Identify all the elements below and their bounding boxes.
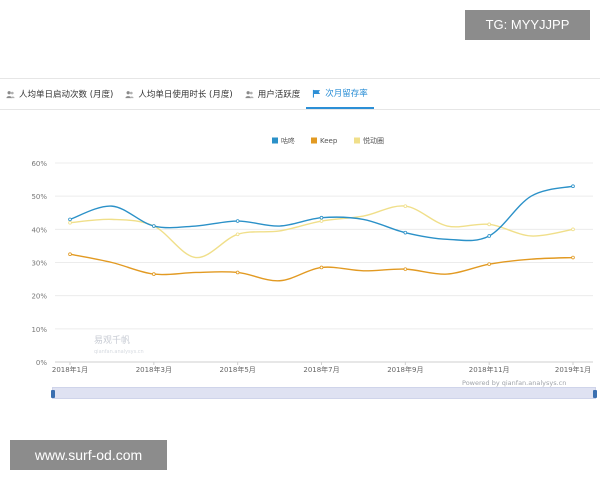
url-watermark-badge: www.surf-od.com — [10, 440, 167, 470]
series-line-0 — [69, 185, 574, 242]
y-tick-label: 40% — [31, 226, 47, 234]
y-tick-label: 0% — [36, 359, 47, 367]
data-point — [571, 255, 575, 260]
legend-swatch — [311, 137, 317, 144]
legend-label: 悦动圈 — [363, 136, 384, 145]
data-point — [487, 222, 491, 227]
zoom-slider[interactable] — [51, 387, 597, 399]
data-point — [403, 267, 408, 271]
data-point — [152, 272, 156, 276]
qianfan-watermark: 易观千帆 qianfan.analysys.cn — [94, 336, 144, 358]
data-point — [403, 230, 408, 235]
y-tick-label: 20% — [31, 293, 47, 301]
data-point — [68, 252, 72, 257]
watermark-title: 易观千帆 — [94, 336, 131, 346]
tab-label: 人均单日使用时长 (月度) — [138, 90, 233, 100]
series-line-2 — [69, 205, 574, 259]
data-point — [487, 234, 491, 238]
data-point — [403, 204, 408, 208]
metric-tabs: 人均单日启动次数 (月度) 人均单日使用时长 (月度) 用户活跃度 次月留存率 — [0, 78, 600, 110]
x-tick-label: 2018年9月 — [387, 365, 423, 374]
x-tick-label: 2018年7月 — [303, 365, 339, 374]
data-point — [571, 184, 575, 189]
data-point — [235, 219, 240, 223]
data-point — [235, 270, 240, 275]
tab-label: 人均单日启动次数 (月度) — [19, 90, 114, 100]
retention-line-chart: 0% 10% 20% 30% 40% 50% 60% 2018年1月 2018年3月 2018年5… — [31, 136, 593, 374]
data-point — [319, 219, 324, 223]
data-point — [319, 265, 324, 270]
watermark-sub: qianfan.analysys.cn — [94, 349, 144, 355]
legend-item-0: 咕咚 — [272, 136, 295, 145]
y-tick-label: 50% — [31, 193, 47, 201]
zoom-handle-start[interactable] — [51, 390, 55, 398]
legend-item-1: Keep — [311, 137, 338, 145]
tab-daily-launches[interactable]: 人均单日启动次数 (月度) — [0, 79, 119, 109]
x-tick-label: 2019年1月 — [555, 365, 591, 374]
data-point — [487, 262, 491, 266]
data-point — [235, 232, 240, 237]
x-tick-label: 2018年5月 — [220, 365, 256, 374]
users-icon — [245, 90, 254, 98]
tg-watermark-badge: TG: MYYJJPP — [465, 10, 590, 40]
data-point — [152, 224, 156, 228]
tab-label: 用户活跃度 — [257, 90, 301, 100]
powered-by-label: Powered by qianfan.analysys.cn — [462, 379, 567, 387]
tab-next-month-retention[interactable]: 次月留存率 — [306, 79, 374, 109]
legend-label: Keep — [320, 137, 338, 145]
tab-daily-duration[interactable]: 人均单日使用时长 (月度) — [119, 79, 238, 109]
legend-swatch — [272, 137, 278, 144]
y-tick-label: 30% — [31, 260, 47, 268]
data-point — [319, 215, 324, 220]
x-tick-label: 2018年11月 — [469, 365, 510, 374]
legend-label: 咕咚 — [281, 136, 295, 145]
users-icon — [6, 90, 15, 98]
data-point — [68, 217, 72, 222]
zoom-handle-end[interactable] — [593, 390, 597, 398]
users-icon — [125, 90, 134, 98]
data-point — [68, 220, 72, 225]
legend-item-2: 悦动圈 — [354, 136, 384, 145]
tab-label: 次月留存率 — [325, 89, 368, 99]
y-tick-label: 10% — [31, 326, 47, 334]
flag-icon — [313, 89, 321, 98]
legend-swatch — [354, 137, 360, 144]
y-tick-label: 60% — [31, 160, 47, 168]
x-tick-label: 2018年3月 — [136, 365, 172, 374]
x-tick-label: 2018年1月 — [52, 365, 88, 374]
tab-user-activity[interactable]: 用户活跃度 — [239, 79, 307, 109]
data-point — [571, 227, 575, 232]
